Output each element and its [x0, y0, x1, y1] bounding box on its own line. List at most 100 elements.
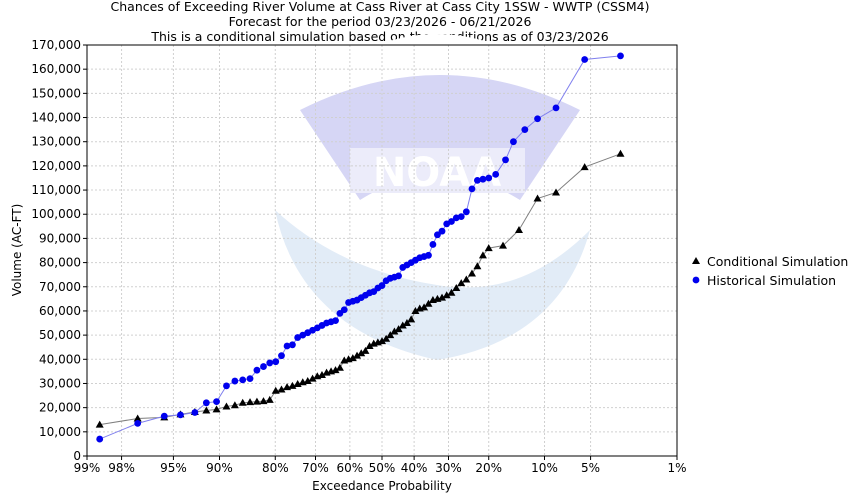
y-tick-label: 120,000 [31, 159, 81, 173]
historical-point [534, 115, 541, 123]
historical-point [223, 382, 230, 390]
y-tick-label: 20,000 [39, 401, 81, 415]
historical-point [134, 419, 142, 427]
conditional-point [238, 398, 247, 406]
conditional-point [365, 341, 374, 349]
conditional-point [407, 315, 416, 323]
conditional-point [133, 414, 142, 422]
x-tick-label: 99% [74, 461, 101, 475]
historical-point [434, 231, 441, 239]
chart-title-line-1: Chances of Exceeding River Volume at Cas… [110, 0, 650, 14]
y-axis-label: Volume (AC-FT) [10, 204, 24, 297]
legend-label-conditional: Conditional Simulation [707, 254, 848, 269]
legend-marker-historical [692, 276, 700, 284]
historical-point [510, 138, 517, 146]
historical-point [457, 213, 465, 221]
legend-marker-conditional [692, 257, 700, 264]
conditional-point [457, 279, 466, 287]
x-tick-label: 10% [531, 461, 558, 475]
conditional-point [382, 334, 391, 342]
y-tick-label: 110,000 [31, 183, 81, 197]
conditional-point [424, 299, 433, 307]
x-tick-label: 80% [262, 461, 289, 475]
conditional-point [514, 225, 523, 233]
historical-point [492, 170, 500, 178]
historical-point [552, 104, 560, 112]
y-tick-label: 130,000 [31, 135, 81, 149]
conditional-point [616, 149, 625, 157]
x-axis: 99% 98% 95% 90% 80% 70% 60% 50% 40% 30% 20% 10% 5% 1% [74, 456, 687, 475]
historical-point [246, 375, 254, 383]
y-tick-label: 0 [73, 449, 81, 463]
y-tick-label: 90,000 [39, 231, 81, 245]
conditional-point [259, 397, 268, 405]
y-tick-label: 150,000 [31, 86, 81, 100]
conditional-point [317, 371, 326, 379]
historical-point [239, 376, 247, 384]
conditional-point [303, 377, 312, 385]
conditional-point [335, 363, 344, 371]
y-tick-label: 100,000 [31, 207, 81, 221]
historical-point [479, 175, 487, 183]
conditional-point [265, 395, 274, 403]
conditional-point [202, 406, 211, 414]
historical-point [521, 126, 529, 134]
conditional-point [452, 283, 461, 291]
y-tick-label: 60,000 [39, 304, 81, 318]
y-tick-label: 30,000 [39, 376, 81, 390]
x-tick-label: 98% [108, 461, 135, 475]
x-tick-label: 1% [667, 461, 686, 475]
historical-point [160, 412, 168, 420]
conditional-point [386, 331, 395, 339]
conditional-point [252, 397, 261, 405]
conditional-point [467, 269, 476, 277]
conditional-point [478, 251, 487, 259]
historical-point [425, 251, 432, 259]
conditional-point [288, 381, 297, 389]
conditional-point [348, 354, 357, 362]
conditional-point [308, 374, 317, 382]
historical-point [468, 185, 476, 193]
legend: Conditional Simulation Historical Simulat… [692, 254, 848, 288]
historical-point [473, 176, 481, 184]
watermark-noaa-logo: NOAA [373, 150, 501, 196]
x-tick-label: 20% [475, 461, 502, 475]
historical-point [448, 218, 455, 225]
historical-point [429, 241, 437, 248]
conditional-point [552, 188, 561, 196]
historical-point [340, 306, 348, 314]
historical-point [278, 352, 285, 360]
historical-point [260, 363, 267, 370]
historical-point [289, 341, 296, 349]
historical-point [213, 398, 220, 406]
x-tick-label: 95% [160, 461, 187, 475]
conditional-point [390, 327, 399, 335]
x-axis-label: Exceedance Probability [312, 479, 452, 493]
conditional-point [533, 194, 542, 202]
historical-point [332, 317, 339, 325]
conditional-point [394, 325, 403, 333]
y-tick-label: 80,000 [39, 256, 81, 270]
watermark-noaa-bar [350, 148, 525, 193]
x-tick-label: 90% [206, 461, 233, 475]
historical-point [617, 52, 624, 60]
x-tick-label: 30% [435, 461, 462, 475]
series-markers [95, 52, 625, 443]
y-tick-label: 10,000 [39, 425, 81, 439]
conditional-point [498, 241, 507, 249]
historical-point [485, 174, 493, 182]
x-tick-label: 70% [302, 461, 329, 475]
y-tick-label: 170,000 [31, 38, 81, 52]
conditional-point [357, 349, 366, 357]
noaa-watermark: NOAA [271, 34, 603, 366]
conditional-point [447, 288, 456, 296]
y-tick-label: 160,000 [31, 62, 81, 76]
historical-point [462, 208, 470, 216]
conditional-point [484, 244, 493, 252]
conditional-point [230, 401, 239, 409]
historical-point [177, 411, 184, 419]
historical-point [231, 377, 239, 385]
conditional-point [222, 402, 231, 410]
y-tick-label: 40,000 [39, 352, 81, 366]
